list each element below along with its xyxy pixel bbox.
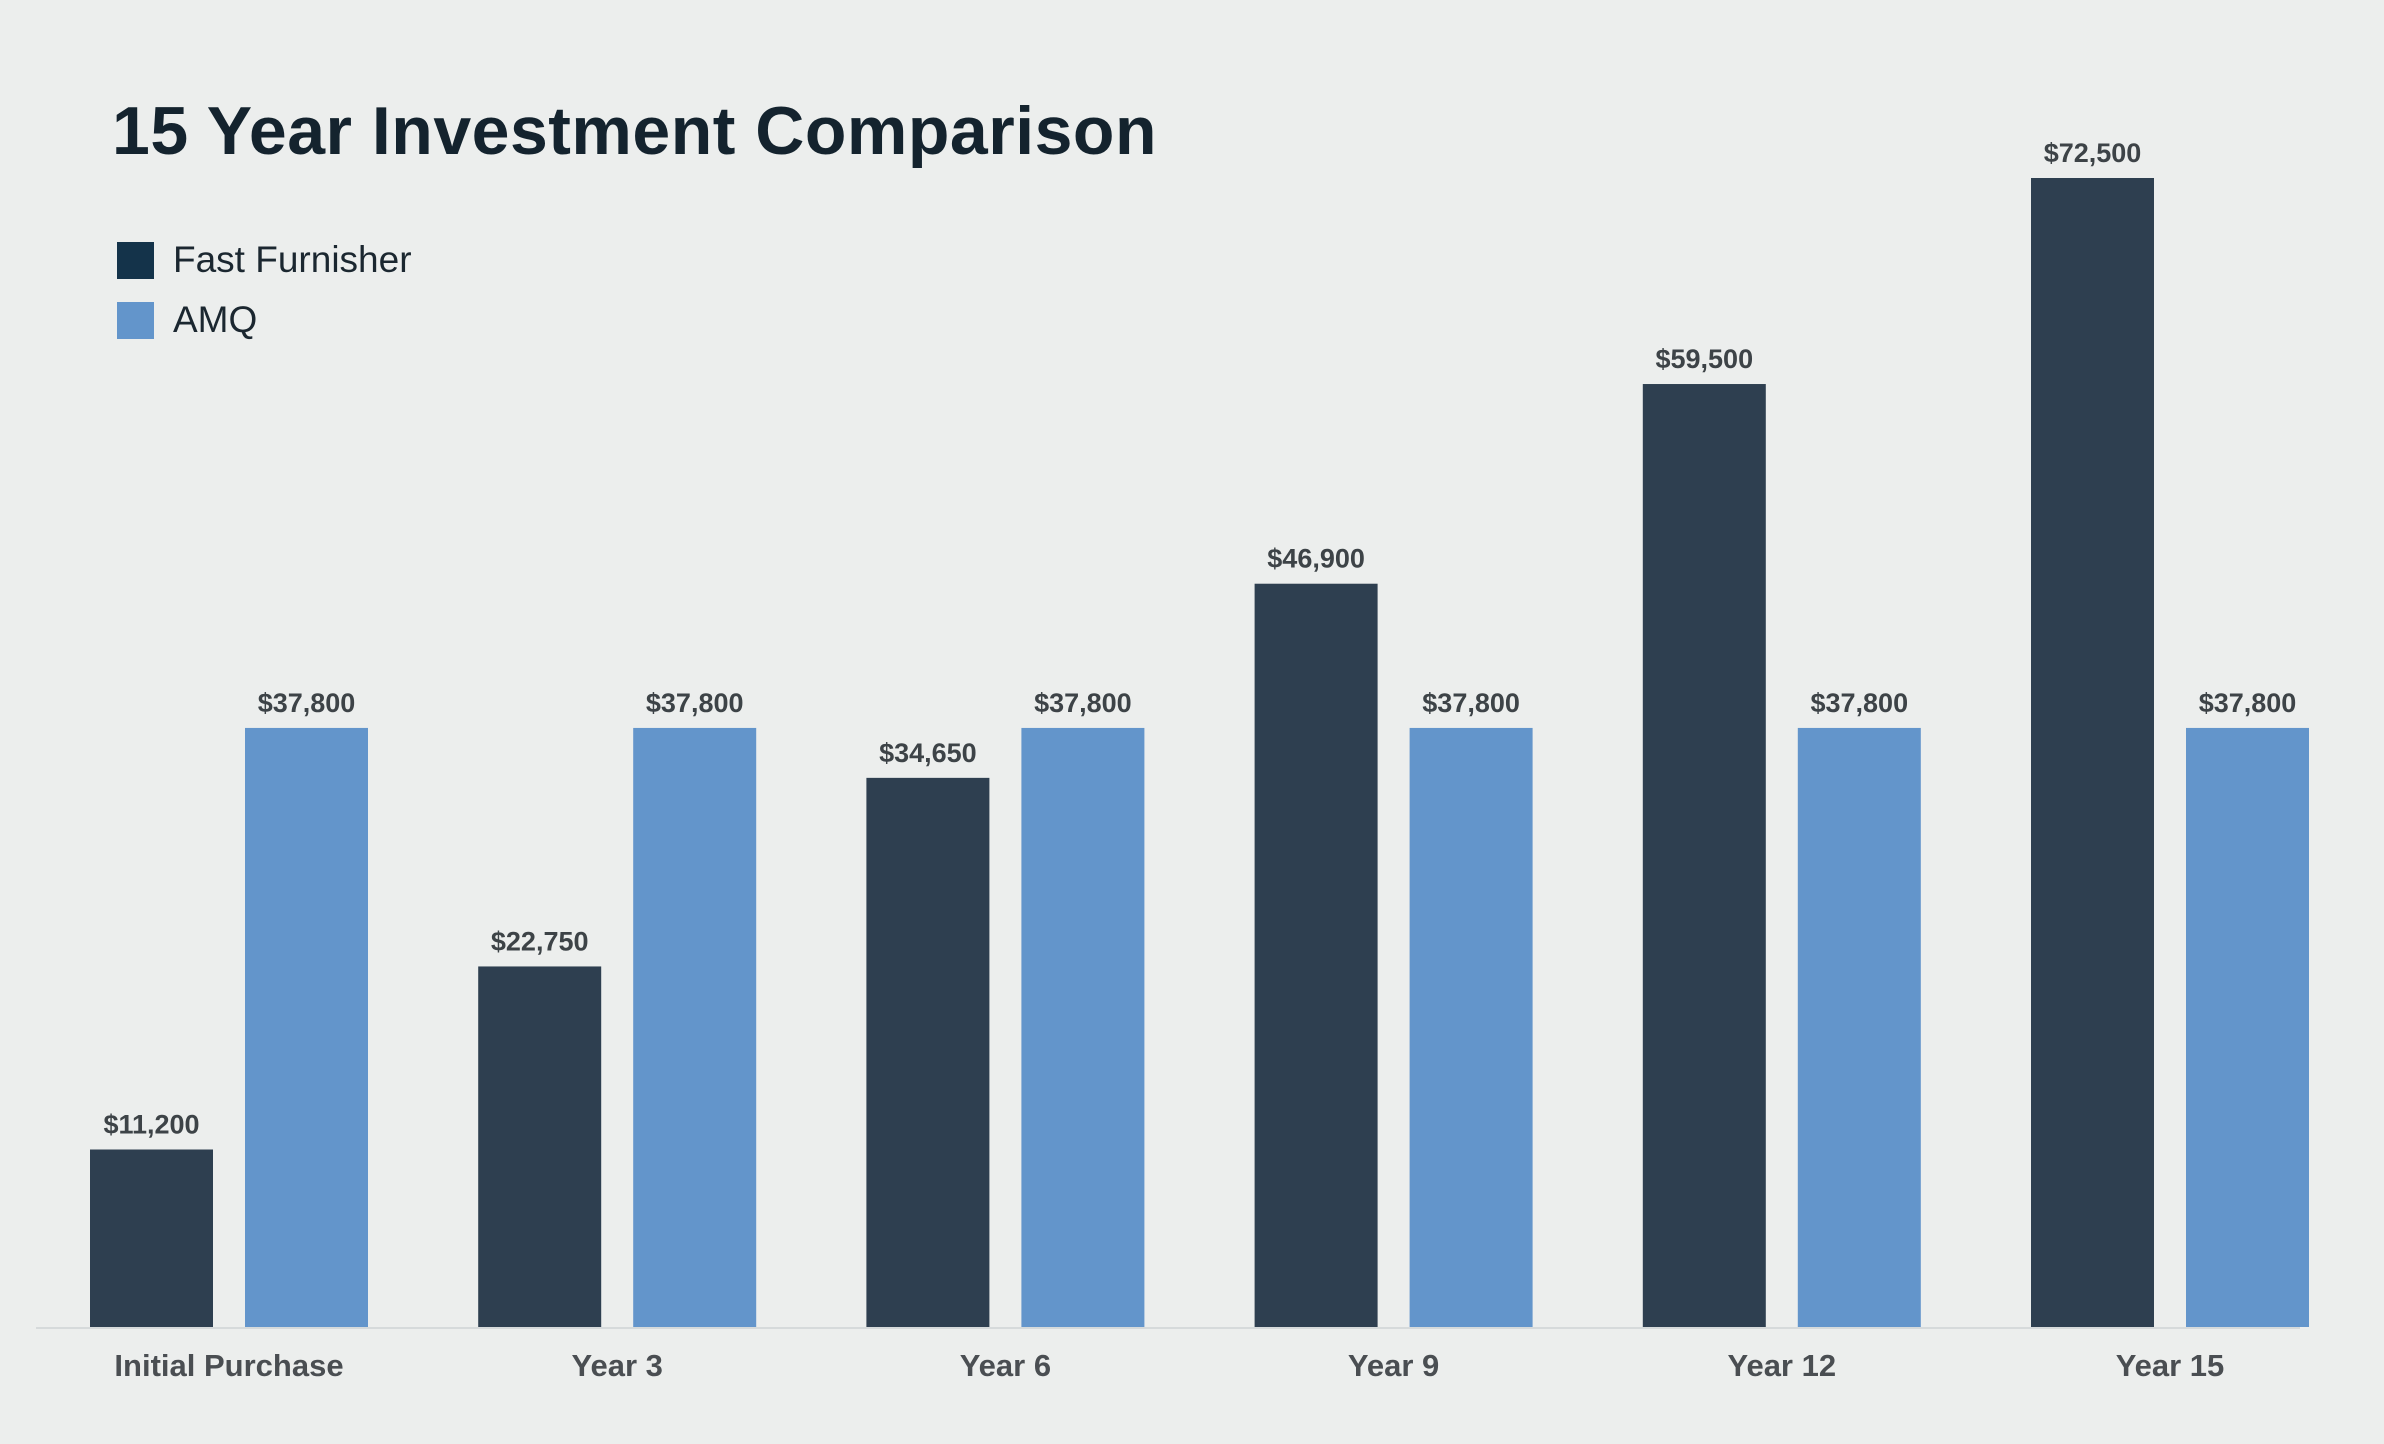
- legend-swatch-amq: [117, 301, 154, 339]
- x-tick-label-3: Year 9: [1348, 1348, 1439, 1383]
- bar-fast-furnisher-4: [1642, 384, 1766, 1327]
- data-label-amq-5: $37,800: [2199, 688, 2297, 718]
- x-tick-label-1: Year 3: [572, 1348, 663, 1383]
- chart-title: 15 Year Investment Comparison: [112, 93, 1157, 169]
- bar-fast-furnisher-5: [2031, 178, 2154, 1327]
- bar-fast-furnisher-3: [1254, 583, 1378, 1327]
- legend-item-fast-furnisher: Fast Furnisher: [117, 230, 412, 290]
- data-label-fast-furnisher-0: $11,200: [103, 1109, 199, 1139]
- data-label-amq-1: $37,800: [646, 688, 744, 718]
- bar-amq-1: [633, 727, 757, 1327]
- data-label-fast-furnisher-5: $72,500: [2044, 138, 2142, 168]
- data-label-fast-furnisher-2: $34,650: [879, 738, 977, 768]
- legend-label-fast-furnisher: Fast Furnisher: [173, 239, 412, 280]
- bar-amq-5: [2186, 727, 2309, 1327]
- bar-amq-3: [1409, 727, 1533, 1327]
- bar-amq-2: [1021, 727, 1145, 1327]
- data-label-fast-furnisher-4: $59,500: [1655, 344, 1753, 374]
- legend-swatch-fast-furnisher: [117, 241, 154, 279]
- data-label-amq-2: $37,800: [1034, 688, 1132, 718]
- data-label-fast-furnisher-1: $22,750: [491, 926, 589, 956]
- bar-amq-4: [1797, 727, 1921, 1327]
- bar-fast-furnisher-0: [90, 1149, 213, 1327]
- legend: Fast Furnisher AMQ: [117, 230, 412, 350]
- x-tick-label-2: Year 6: [960, 1348, 1051, 1383]
- data-label-amq-4: $37,800: [1810, 688, 1908, 718]
- data-label-amq-3: $37,800: [1422, 688, 1520, 718]
- legend-item-amq: AMQ: [117, 290, 412, 350]
- bar-fast-furnisher-1: [478, 966, 602, 1327]
- x-tick-label-5: Year 15: [2116, 1348, 2225, 1383]
- bar-amq-0: [245, 727, 368, 1327]
- bar-fast-furnisher-2: [866, 777, 990, 1327]
- legend-label-amq: AMQ: [173, 299, 258, 340]
- x-tick-label-0: Initial Purchase: [114, 1348, 343, 1383]
- data-label-amq-0: $37,800: [258, 688, 356, 718]
- data-label-fast-furnisher-3: $46,900: [1267, 544, 1365, 574]
- x-tick-label-4: Year 12: [1727, 1348, 1836, 1383]
